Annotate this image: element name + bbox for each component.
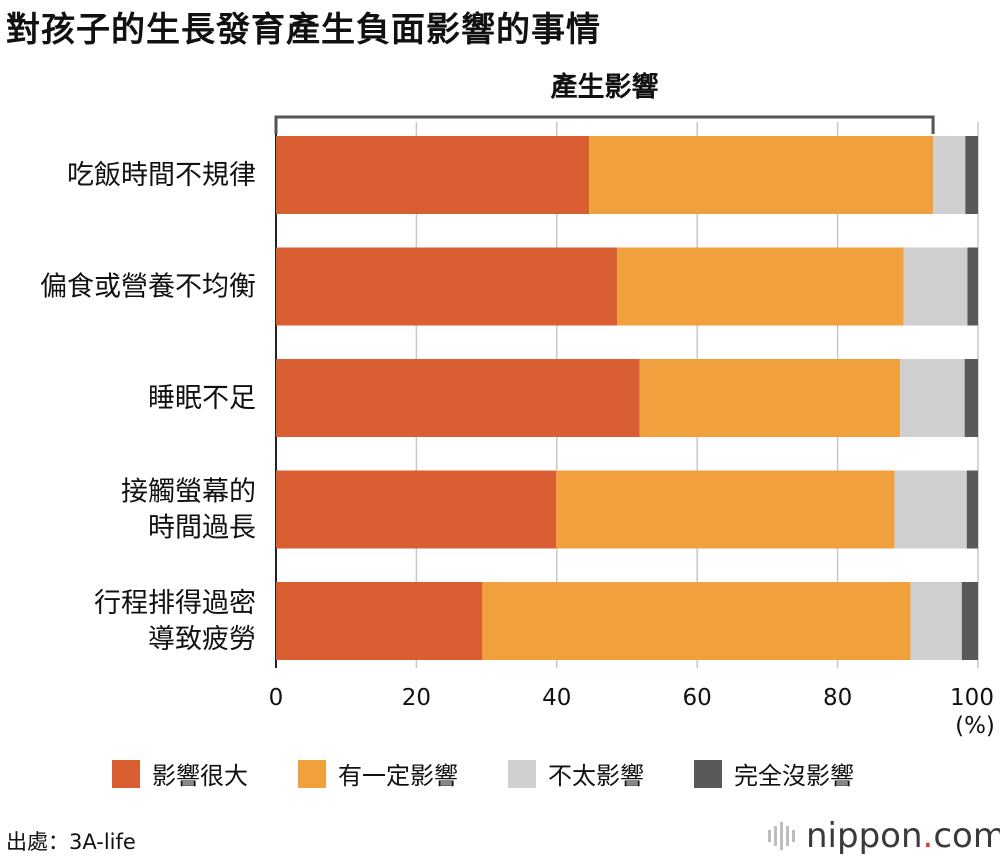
bar-segment [589,136,934,214]
chart-title: 對孩子的生長發育產生負面影響的事情 [6,10,601,50]
category-label: 睡眠不足 [148,383,256,414]
category-label: 行程排得過密 [94,588,256,619]
logo-dot: . [922,816,934,856]
legend-label: 影響很大 [152,762,248,790]
legend-item: 完全沒影響 [694,756,854,791]
category-label: 偏食或營養不均衡 [40,272,256,303]
x-tick-label: 80 [823,685,852,711]
legend-label: 有一定影響 [338,762,458,790]
legend: 影響很大 有一定影響 不太影響 完全沒影響 [112,756,904,791]
x-tick-label: 40 [542,685,571,711]
x-tick-label: 100 [950,685,994,711]
category-label: 時間過長 [148,513,256,544]
bar-segment [910,582,962,660]
bar-segment [933,136,966,214]
legend-item: 有一定影響 [298,756,458,791]
category-label: 接觸螢幕的 [121,477,256,508]
bar-segment [894,470,967,549]
bar-segment [276,247,618,326]
bar-segment [276,470,557,549]
legend-item: 影響很大 [112,756,248,791]
x-axis-unit: (%) [955,713,995,739]
category-label: 吃飯時間不規律 [67,160,256,191]
bar-segment [967,247,978,326]
legend-item: 不太影響 [508,756,644,791]
legend-swatch [298,759,326,788]
bar-segment [900,359,965,437]
logo-bars-icon [768,822,798,850]
bar-segment [276,136,590,214]
bar-segment [617,247,904,326]
bar-segment [556,470,895,549]
bar-segment [276,359,640,437]
x-tick-label: 60 [683,685,712,711]
source-note: 出處：3A-life [6,830,136,854]
bars [276,136,978,660]
bar-segment [965,136,978,214]
bracket-label: 產生影響 [551,71,659,103]
x-tick-label: 20 [402,685,431,711]
legend-swatch [694,759,722,788]
bar-segment [903,247,968,326]
x-tick-labels: 0 20 40 60 80 100(%) [269,685,995,739]
logo-name: nippon [806,816,923,856]
legend-swatch [508,759,536,788]
bracket-line [274,115,935,134]
x-tick-label: 0 [269,685,284,711]
bar-segment [276,582,483,660]
logo-suffix: com [933,816,1000,856]
legend-label: 完全沒影響 [734,762,854,790]
bar-segment [961,582,978,660]
bar-segment [966,470,978,549]
legend-swatch [112,759,140,788]
bar-segment [482,582,911,660]
bar-segment [639,359,901,437]
category-label: 導致疲勞 [148,624,256,655]
impact-bracket: 產生影響 [274,71,935,134]
legend-label: 不太影響 [548,762,644,790]
bar-segment [964,359,978,437]
nippon-logo: nippon. com [768,816,1000,856]
